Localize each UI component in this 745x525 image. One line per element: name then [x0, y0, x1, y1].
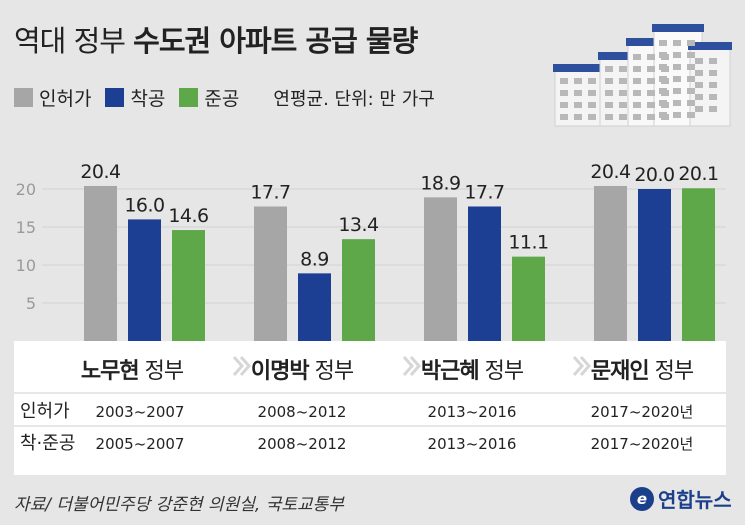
logo-text: 연합뉴스: [658, 488, 732, 512]
legend-swatch-permit: [14, 88, 33, 107]
data-label: 8.9: [300, 248, 329, 270]
bar: [342, 239, 375, 341]
data-label: 17.7: [250, 181, 290, 203]
y-tick-label: 10: [16, 256, 36, 275]
data-label: 16.0: [124, 194, 164, 216]
y-tick-label: 5: [26, 294, 36, 313]
chevron-arrow-icon: [402, 356, 422, 376]
bar: [298, 273, 331, 341]
category-label-rest: 정부: [309, 359, 354, 384]
period-value: 2017~2020년: [591, 435, 694, 453]
category-label: 문재인 정부: [591, 359, 694, 384]
title-light: 역대 정부: [14, 24, 134, 58]
bars: [84, 185, 715, 341]
bar: [594, 185, 627, 341]
category-label: 노무현 정부: [81, 359, 184, 384]
legend-label-complete: 준공: [204, 88, 240, 110]
title-bold: 수도권 아파트 공급 물량: [133, 24, 418, 58]
legend-swatch-start: [105, 88, 125, 107]
period-table: 인허가 2003~2007 2008~2012 2013~2016 2017~2020년…: [20, 401, 693, 454]
chevron-arrow-icon: [572, 356, 592, 376]
category-label: 이명박 정부: [251, 359, 354, 384]
data-label: 13.4: [338, 214, 379, 236]
legend: 인허가 착공 준공 연평균. 단위: 만 가구: [14, 84, 435, 111]
period-row-label: 착·준공: [20, 433, 75, 454]
period-value: 2008~2012: [258, 403, 347, 421]
category-label-rest: 정부: [139, 359, 184, 384]
legend-label-permit: 인허가: [39, 88, 92, 110]
unit-note: 연평균. 단위: 만 가구: [273, 88, 435, 110]
y-tick-label: 20: [16, 180, 36, 199]
category-label: 박근혜 정부: [421, 359, 524, 384]
category-label-bold: 박근혜: [421, 359, 479, 384]
bar: [682, 188, 715, 341]
category-label-rest: 정부: [479, 359, 524, 384]
bar: [128, 219, 161, 341]
data-label: 20.4: [80, 161, 121, 183]
bar: [512, 256, 545, 341]
data-label: 11.1: [508, 232, 548, 254]
data-label: 20.1: [678, 163, 718, 185]
legend-swatch-complete: [179, 88, 199, 107]
period-value: 2013~2016: [428, 435, 517, 453]
data-label: 20.4: [590, 161, 631, 183]
period-value: 2003~2007: [96, 403, 185, 421]
data-label: 20.0: [634, 164, 674, 186]
y-tick-label: 15: [16, 218, 36, 237]
data-label: 14.6: [168, 205, 208, 227]
chart-title: 역대 정부 수도권 아파트 공급 물량: [14, 18, 418, 60]
bar: [84, 185, 117, 341]
data-label: 18.9: [420, 172, 460, 194]
legend-item-complete: 준공: [179, 84, 239, 111]
legend-item-permit: 인허가: [14, 84, 91, 111]
category-names: 노무현 정부 이명박 정부 박근혜 정부 문재인 정부: [81, 356, 695, 384]
category-label-bold: 문재인: [591, 359, 649, 384]
legend-item-start: 착공: [105, 84, 165, 111]
period-value: 2013~2016: [428, 403, 517, 421]
category-label-bold: 노무현: [81, 359, 139, 384]
bar: [254, 206, 287, 341]
period-value: 2008~2012: [258, 435, 347, 453]
chevron-arrow-icon: [232, 356, 252, 376]
data-label: 17.7: [464, 181, 504, 203]
category-label-bold: 이명박: [251, 359, 309, 384]
yonhap-logo: e 연합뉴스: [630, 484, 732, 513]
bar: [424, 197, 457, 341]
source-note: 자료/ 더불어민주당 강준현 의원실, 국토교통부: [14, 495, 344, 515]
data-labels: 20.417.7 18.920.416.08.917.720.014.6 13.41…: [80, 161, 719, 270]
period-panel: [14, 341, 726, 475]
period-value: 2005~2007: [96, 435, 185, 453]
period-row-label: 인허가: [20, 401, 70, 422]
period-value: 2017~2020년: [591, 403, 694, 421]
apartment-illustration: [553, 24, 732, 127]
legend-label-start: 착공: [130, 88, 166, 110]
logo-mark: e: [630, 486, 654, 511]
bar: [638, 189, 671, 341]
category-label-rest: 정부: [649, 359, 694, 384]
bar: [468, 206, 501, 341]
bar: [172, 230, 205, 341]
